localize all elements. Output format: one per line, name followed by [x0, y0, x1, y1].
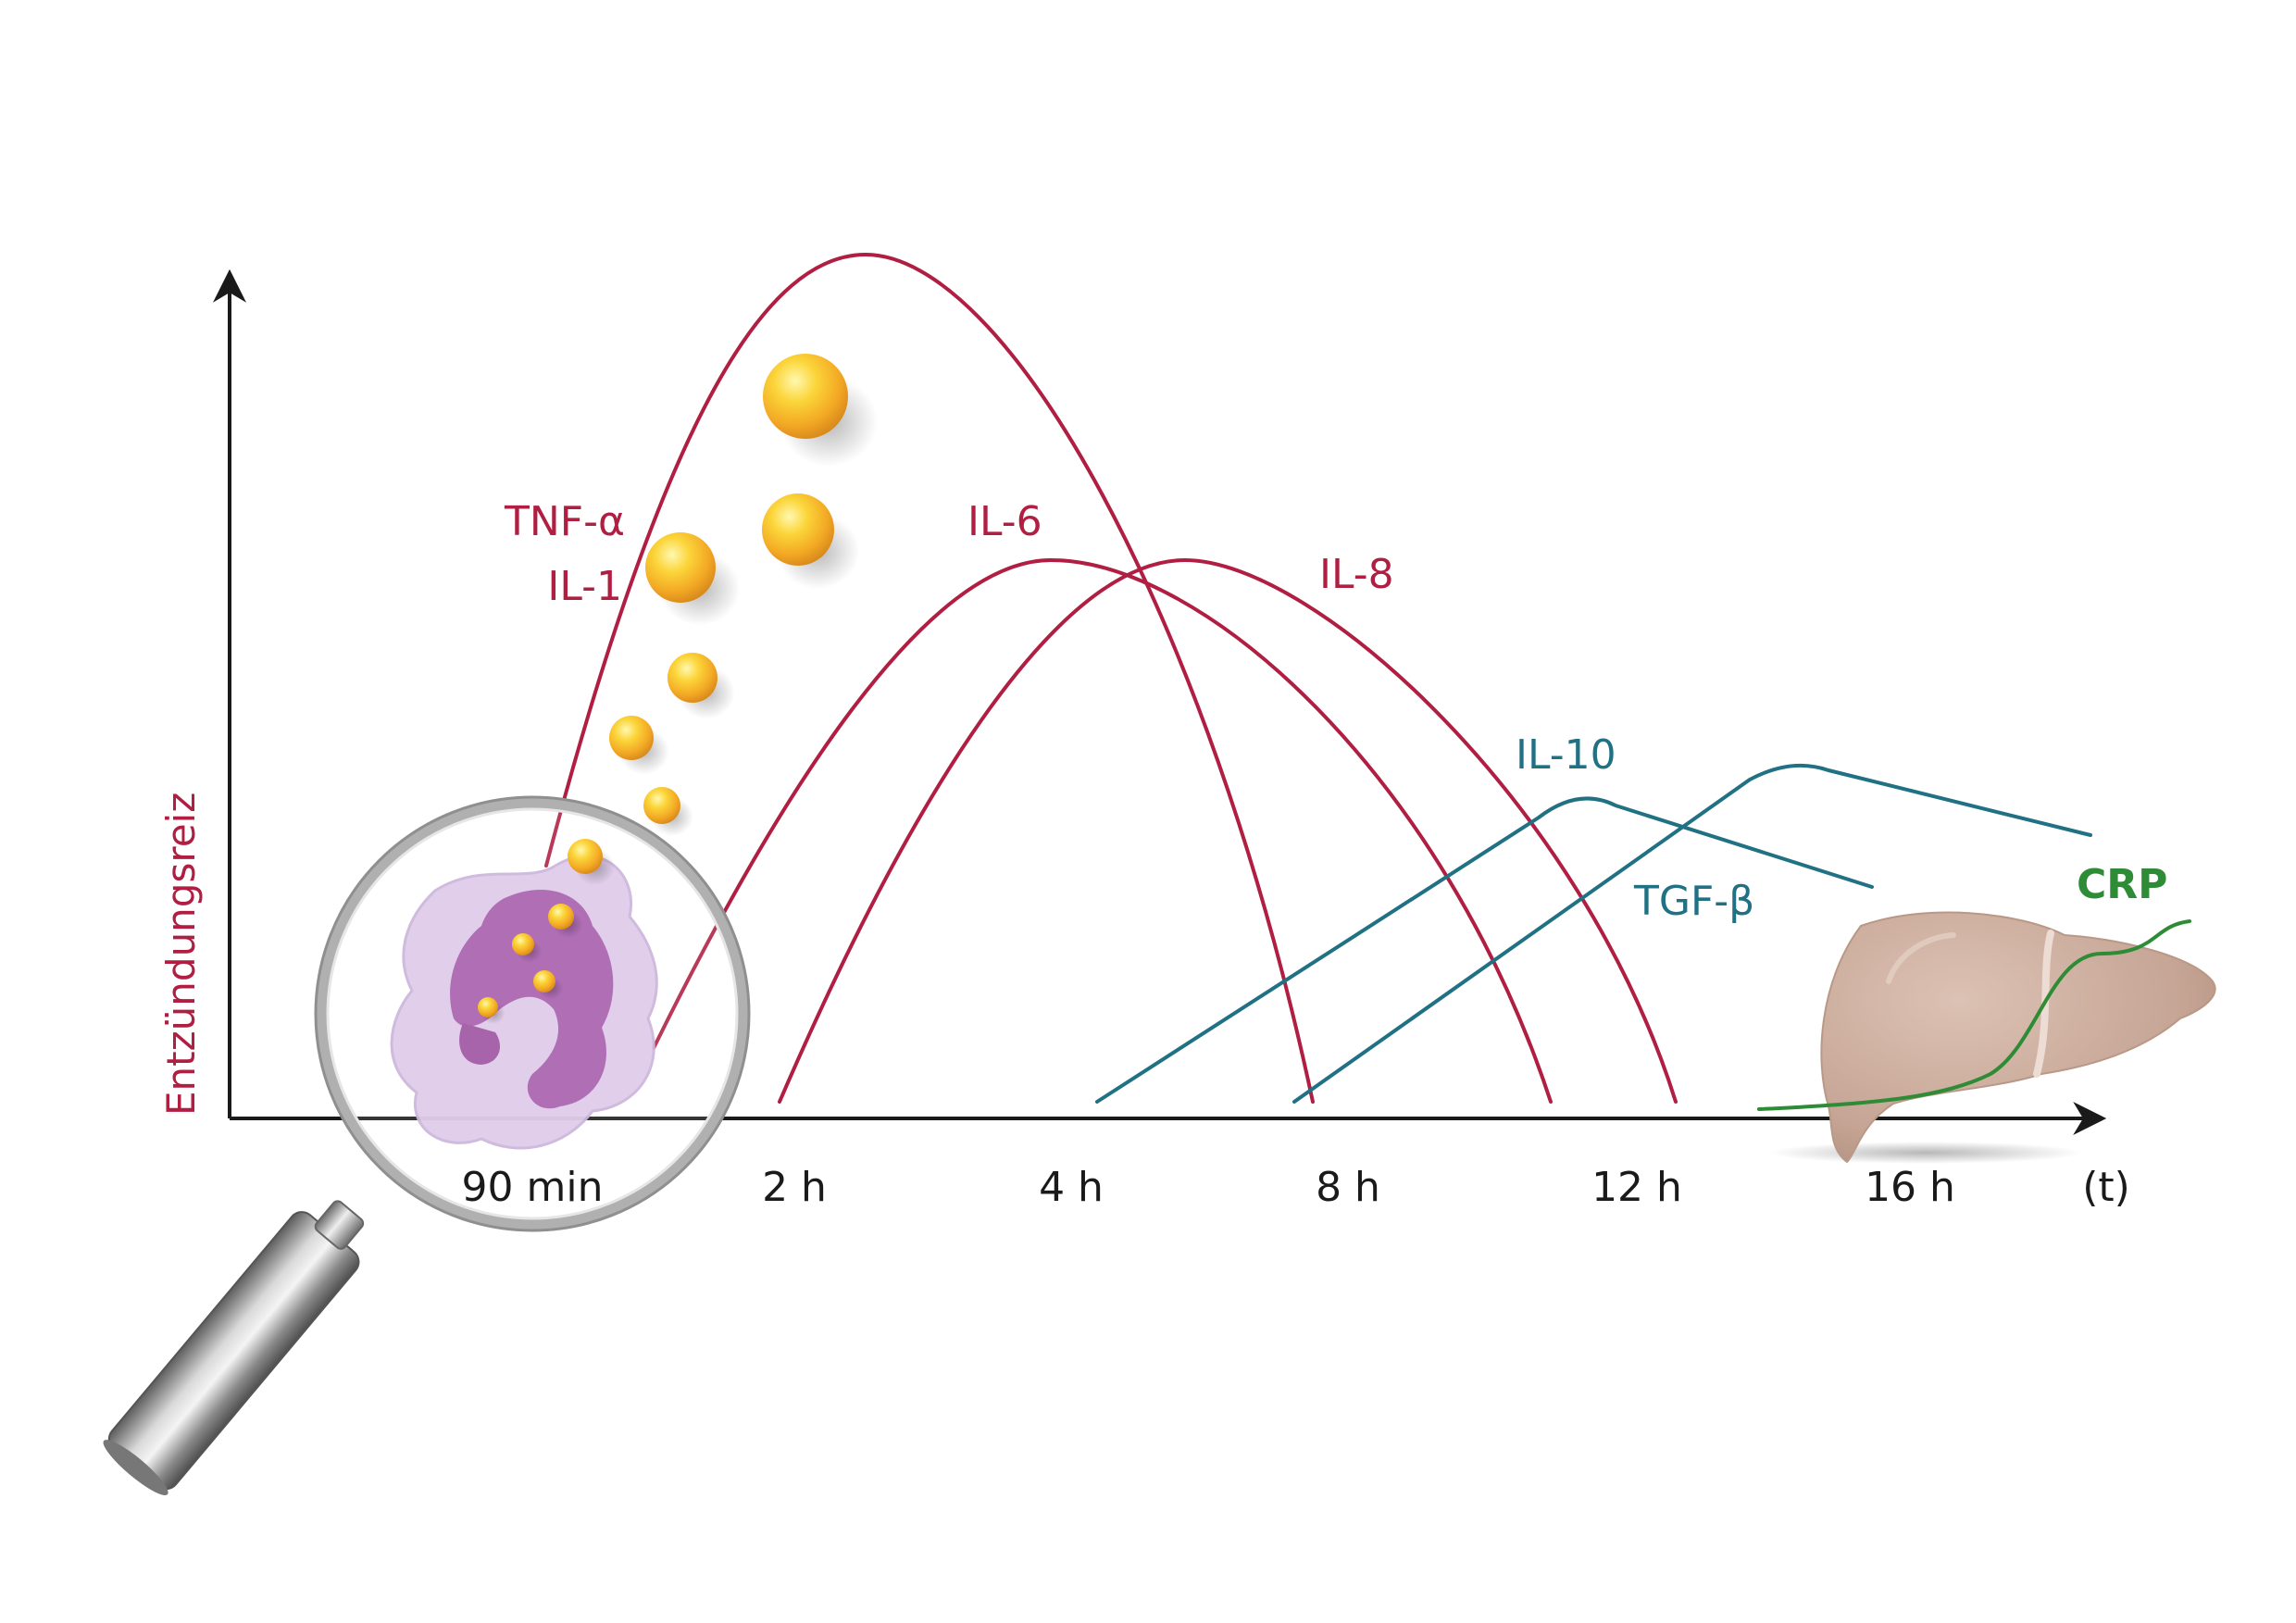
cytokine-sphere-icon — [643, 787, 680, 824]
antiinflammatory-curves — [1095, 763, 2092, 1104]
curve-il-8 — [778, 557, 1678, 1104]
cytokine-sphere-icon — [478, 997, 498, 1017]
curve-tnf-alpha-il-1 — [544, 252, 1315, 1104]
cytokine-spheres — [478, 354, 879, 1025]
cytokine-sphere-icon — [668, 653, 718, 703]
cytokine-sphere-icon — [762, 493, 834, 566]
tick-label-12-h: 12 h — [1591, 1164, 1682, 1211]
curve-tgf-beta — [1292, 763, 2092, 1104]
tick-label-16-h: 16 h — [1865, 1164, 1955, 1211]
curve-labels: TNF-α IL-1 IL-6 IL-8 IL-10 TGF-β CRP — [504, 498, 2167, 925]
cytokine-sphere-icon — [512, 933, 534, 955]
label-il-8: IL-8 — [1319, 551, 1394, 598]
proinflammatory-curves — [544, 252, 1678, 1104]
neutrophil-cell-icon — [390, 855, 658, 1150]
tick-label-4-h: 4 h — [1039, 1164, 1104, 1211]
label-tgf-beta: TGF-β — [1633, 878, 1754, 925]
curve-il-10 — [1095, 796, 1874, 1104]
cytokine-sphere-icon — [763, 354, 848, 439]
x-axis-ticks: 90 min 2 h 4 h 8 h 12 h 16 h (t) — [462, 1164, 2130, 1211]
y-axis-label: Entzündungsreiz — [158, 793, 204, 1116]
liver-icon — [1768, 911, 2216, 1164]
tick-label-8-h: 8 h — [1316, 1164, 1380, 1211]
tick-label-2-h: 2 h — [762, 1164, 827, 1211]
label-il-1: IL-1 — [547, 563, 622, 610]
label-il-10: IL-10 — [1516, 731, 1616, 779]
cytokine-sphere-icon — [568, 839, 603, 874]
cytokine-sphere-icon — [533, 970, 555, 993]
magnifying-glass-icon — [103, 795, 751, 1496]
curve-crp — [1757, 919, 2191, 1111]
curve-il-6 — [652, 557, 1553, 1104]
label-il-6: IL-6 — [967, 498, 1042, 545]
cytokine-sphere-icon — [548, 904, 574, 930]
x-axis-unit: (t) — [2082, 1164, 2130, 1211]
cytokine-sphere-icon — [645, 532, 716, 603]
tick-label-90-min: 90 min — [462, 1164, 604, 1211]
label-tnf-alpha: TNF-α — [504, 498, 625, 545]
cytokine-sphere-icon — [609, 716, 654, 760]
label-crp: CRP — [2077, 861, 2167, 908]
